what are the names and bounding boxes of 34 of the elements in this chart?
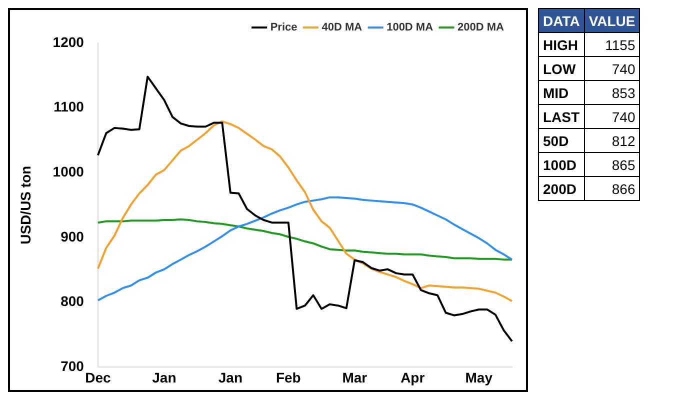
y-tick-label: 1000 bbox=[52, 164, 84, 180]
text: HIGH bbox=[538, 32, 584, 56]
text: 100D bbox=[538, 152, 584, 176]
legend-label: 40D MA bbox=[322, 22, 362, 34]
text: 853 bbox=[584, 80, 640, 104]
text: 740 bbox=[584, 104, 640, 128]
text: 200D bbox=[538, 176, 584, 200]
x-tick-label: Jan bbox=[218, 369, 243, 386]
y-tick-label: 1200 bbox=[52, 34, 84, 50]
y-tick-label: 1100 bbox=[54, 98, 84, 115]
text: 866 bbox=[584, 176, 640, 200]
text: 1155 bbox=[584, 32, 640, 56]
y-tick-label: 800 bbox=[60, 293, 84, 310]
text: 740 bbox=[584, 56, 640, 80]
text: 812 bbox=[584, 128, 640, 152]
legend-label: 100D MA bbox=[386, 22, 434, 34]
text: LAST bbox=[538, 104, 584, 128]
y-axis-title: USD/US ton bbox=[17, 166, 34, 244]
x-tick-label: Dec bbox=[85, 369, 111, 386]
legend-label: 200D MA bbox=[458, 22, 504, 34]
text: 50D bbox=[538, 128, 584, 152]
x-tick-label: May bbox=[465, 369, 493, 386]
x-tick-label: Feb bbox=[276, 369, 301, 386]
y-tick-label: 700 bbox=[60, 358, 84, 374]
text: VALUE bbox=[584, 8, 640, 32]
y-tick-label: 900 bbox=[60, 228, 84, 244]
legend-label: Price bbox=[270, 22, 298, 34]
text: LOW bbox=[538, 56, 584, 80]
x-tick-label: Apr bbox=[400, 369, 426, 386]
text: MID bbox=[538, 80, 584, 104]
text: DATA bbox=[538, 8, 584, 32]
text: 865 bbox=[584, 152, 640, 176]
x-tick-label: Mar bbox=[342, 369, 368, 386]
x-tick-label: Jan bbox=[152, 369, 176, 386]
